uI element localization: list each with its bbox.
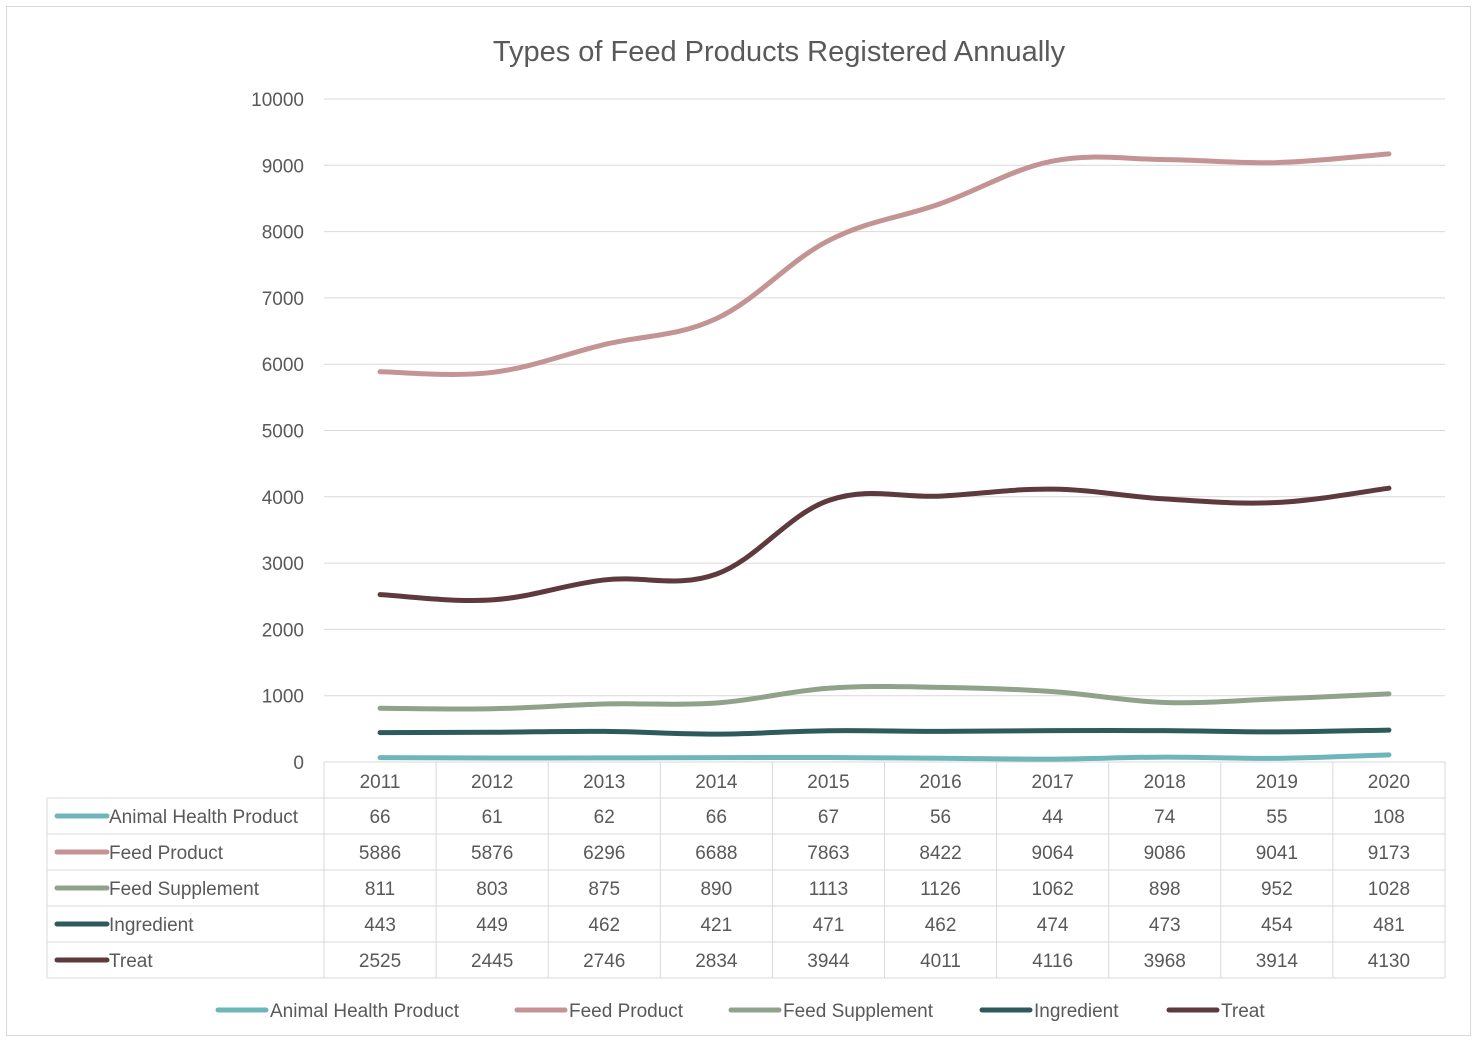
table-cell-value: 4130 bbox=[1368, 951, 1410, 972]
legend: Animal Health Product Feed Product Feed Su… bbox=[215, 1001, 1265, 1022]
y-tick-label: 4000 bbox=[262, 488, 304, 509]
legend-label: Animal Health Product bbox=[270, 1001, 460, 1022]
table-cell-value: 1126 bbox=[920, 879, 961, 900]
table-cell-value: 4011 bbox=[920, 951, 961, 972]
table-cell-value: 108 bbox=[1373, 807, 1405, 828]
table-cell-value: 9064 bbox=[1032, 843, 1075, 864]
x-category-label: 2016 bbox=[919, 772, 961, 793]
y-tick-label: 3000 bbox=[262, 554, 304, 575]
y-tick-label: 6000 bbox=[262, 355, 304, 376]
table-cell-value: 481 bbox=[1373, 915, 1405, 936]
table-cell-value: 62 bbox=[594, 807, 615, 828]
x-category-label: 2011 bbox=[360, 772, 401, 793]
table-cell-value: 473 bbox=[1149, 915, 1181, 936]
table-cell-value: 66 bbox=[369, 807, 390, 828]
table-cell-value: 55 bbox=[1266, 807, 1287, 828]
series-line bbox=[377, 727, 1392, 737]
y-axis-ticks: 0 1000 2000 3000 4000 5000 6000 7000 8000 9000 100… bbox=[251, 90, 304, 774]
y-tick-label: 5000 bbox=[262, 422, 304, 443]
table-row-label: Ingredient bbox=[109, 915, 194, 936]
table-cell-value: 1113 bbox=[809, 879, 848, 900]
table-cell-value: 2746 bbox=[583, 951, 625, 972]
table-cell-value: 1062 bbox=[1032, 879, 1074, 900]
y-tick-label: 9000 bbox=[262, 156, 304, 177]
table-cell-value: 811 bbox=[365, 879, 395, 900]
table-cell-value: 6296 bbox=[583, 843, 625, 864]
table-cell-value: 421 bbox=[700, 915, 732, 936]
x-category-label: 2018 bbox=[1144, 772, 1186, 793]
gridlines bbox=[324, 98, 1445, 697]
series-line bbox=[377, 683, 1392, 712]
series-line bbox=[377, 752, 1392, 762]
table-cell-value: 3914 bbox=[1256, 951, 1299, 972]
table-cell-value: 454 bbox=[1261, 915, 1293, 936]
table-cell-value: 803 bbox=[476, 879, 508, 900]
x-category-label: 2015 bbox=[807, 772, 849, 793]
legend-label: Treat bbox=[1221, 1001, 1265, 1022]
data-table: 2011 2012 2013 2014 2015 2016 2017 2018 2019 2020… bbox=[46, 761, 1446, 979]
legend-label: Ingredient bbox=[1034, 1001, 1119, 1022]
table-row-label: Feed Supplement bbox=[109, 879, 260, 900]
table-row-label: Feed Product bbox=[109, 843, 224, 864]
table-cell-value: 462 bbox=[925, 915, 957, 936]
table-cell-value: 9173 bbox=[1368, 843, 1410, 864]
table-cell-value: 462 bbox=[588, 915, 620, 936]
table-cell-value: 875 bbox=[588, 879, 620, 900]
x-category-label: 2019 bbox=[1256, 772, 1298, 793]
table-cell-value: 1028 bbox=[1368, 879, 1410, 900]
series-line bbox=[377, 151, 1392, 377]
table-cell-value: 9086 bbox=[1144, 843, 1186, 864]
y-tick-label: 2000 bbox=[262, 620, 304, 641]
table-cell-value: 5886 bbox=[359, 843, 401, 864]
legend-label: Feed Supplement bbox=[783, 1001, 934, 1022]
table-cell-value: 66 bbox=[706, 807, 727, 828]
series-line bbox=[377, 485, 1392, 603]
table-cell-value: 4116 bbox=[1032, 951, 1073, 972]
table-cell-value: 56 bbox=[930, 807, 951, 828]
legend-label: Feed Product bbox=[569, 1001, 684, 1022]
table-cell-value: 890 bbox=[700, 879, 732, 900]
table-cell-value: 3968 bbox=[1144, 951, 1186, 972]
table-row-label: Treat bbox=[109, 951, 153, 972]
table-cell-value: 471 bbox=[813, 915, 845, 936]
table-cell-value: 443 bbox=[364, 915, 396, 936]
table-cell-value: 8422 bbox=[919, 843, 961, 864]
x-category-label: 2014 bbox=[695, 772, 738, 793]
table-cell-value: 3944 bbox=[807, 951, 850, 972]
chart-title: Types of Feed Products Registered Annual… bbox=[493, 36, 1066, 68]
y-tick-label: 0 bbox=[293, 753, 304, 774]
x-category-label: 2013 bbox=[583, 772, 625, 793]
x-category-label: 2012 bbox=[471, 772, 513, 793]
x-category-label: 2020 bbox=[1368, 772, 1410, 793]
table-cell-value: 5876 bbox=[471, 843, 513, 864]
table-cell-value: 61 bbox=[482, 807, 503, 828]
series-lines bbox=[377, 151, 1392, 762]
table-cell-value: 6688 bbox=[695, 843, 737, 864]
table-cell-value: 952 bbox=[1261, 879, 1293, 900]
table-cell-value: 2525 bbox=[359, 951, 401, 972]
y-tick-label: 1000 bbox=[262, 687, 304, 708]
table-cell-value: 9041 bbox=[1256, 843, 1298, 864]
table-cell-value: 7863 bbox=[807, 843, 849, 864]
line-chart: Types of Feed Products Registered Annual… bbox=[46, 36, 1446, 1022]
y-tick-label: 7000 bbox=[262, 289, 304, 310]
y-tick-label: 8000 bbox=[262, 223, 304, 244]
chart-frame: Types of Feed Products Registered Annual… bbox=[6, 6, 1471, 1036]
table-cell-value: 2445 bbox=[471, 951, 513, 972]
table-cell-value: 2834 bbox=[695, 951, 738, 972]
table-cell-value: 74 bbox=[1154, 807, 1176, 828]
y-tick-label: 10000 bbox=[251, 90, 304, 111]
table-cell-value: 474 bbox=[1037, 915, 1069, 936]
table-row-label: Animal Health Product bbox=[109, 807, 299, 828]
table-cell-value: 449 bbox=[476, 915, 508, 936]
table-cell-value: 898 bbox=[1149, 879, 1181, 900]
table-cell-value: 67 bbox=[818, 807, 839, 828]
table-cell-value: 44 bbox=[1042, 807, 1064, 828]
x-category-label: 2017 bbox=[1032, 772, 1074, 793]
